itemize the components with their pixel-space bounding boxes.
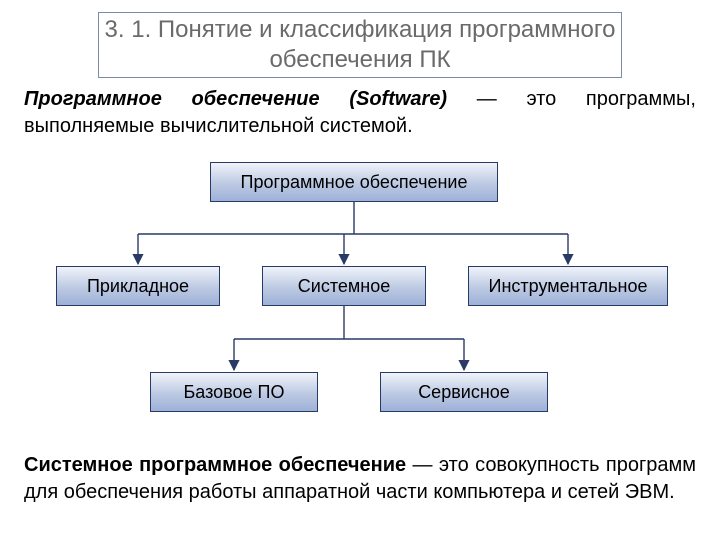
node-base: Базовое ПО [150, 372, 318, 412]
definition-1: Программное обеспечение (Software) — это… [24, 86, 696, 140]
definition-2: Системное программное обеспечение — это … [24, 452, 696, 506]
node-serv: Сервисное [380, 372, 548, 412]
title-box: 3. 1. Понятие и классификация программно… [98, 12, 622, 78]
definition-1-english: (Software) [349, 88, 447, 110]
node-root: Программное обеспечение [210, 162, 498, 202]
node-sys: Системное [262, 266, 426, 306]
definition-1-term: Программное обеспечение [24, 88, 320, 110]
page-title: 3. 1. Понятие и классификация программно… [99, 15, 621, 75]
node-app: Прикладное [56, 266, 220, 306]
node-instr: Инструментальное [468, 266, 668, 306]
definition-2-term: Системное программное обеспечение [24, 454, 406, 476]
